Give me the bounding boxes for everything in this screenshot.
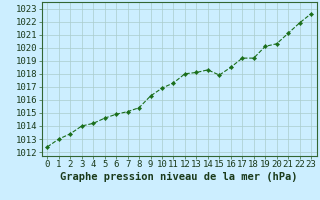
X-axis label: Graphe pression niveau de la mer (hPa): Graphe pression niveau de la mer (hPa) (60, 172, 298, 182)
